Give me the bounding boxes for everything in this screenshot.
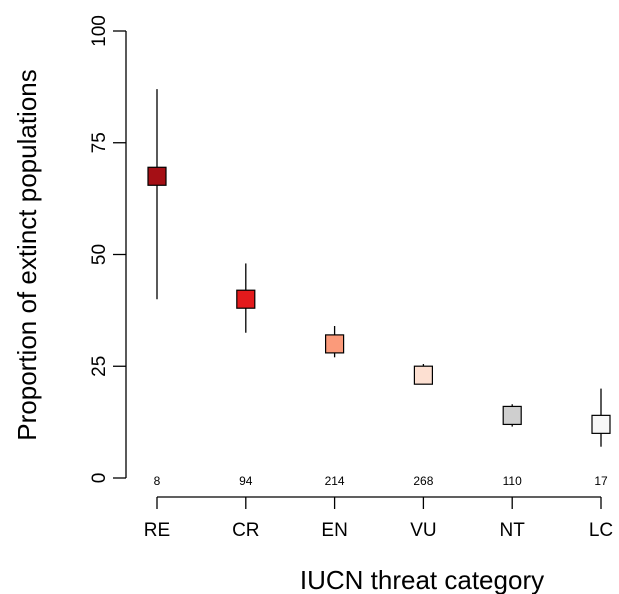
sample-size-label: 94	[239, 474, 253, 488]
x-tick-label-vu: VU	[410, 520, 436, 541]
y-tick-label: 100	[89, 15, 110, 47]
y-tick-label: 50	[89, 244, 110, 265]
sample-size-labels: 8 94 214 268 110 17	[154, 474, 608, 488]
y-tick-label: 75	[89, 132, 110, 153]
y-axis-title: Proportion of extinct populations	[12, 69, 42, 440]
sample-size-label: 110	[503, 474, 522, 488]
y-tick-label: 25	[89, 356, 110, 377]
data-point-en	[325, 334, 345, 354]
data-point-nt	[502, 405, 522, 426]
y-axis-ticks: 0 25 50 75 100	[89, 15, 126, 483]
x-tick-label-nt: NT	[500, 520, 526, 541]
data-markers	[147, 166, 611, 434]
x-axis-ticks: RE CR EN VU NT LC	[144, 497, 613, 541]
sample-size-label: 17	[594, 474, 608, 488]
data-point-re	[147, 166, 167, 186]
sample-size-label: 8	[154, 474, 161, 488]
x-tick-label-re: RE	[144, 520, 170, 541]
data-point-lc	[591, 414, 611, 434]
x-tick-label-cr: CR	[232, 520, 259, 541]
x-tick-label-lc: LC	[589, 520, 613, 541]
sample-size-label: 214	[325, 474, 345, 488]
error-bars	[156, 89, 602, 447]
sample-size-label: 268	[413, 474, 433, 488]
data-point-vu	[413, 365, 433, 385]
y-tick-label: 0	[89, 473, 110, 484]
x-axis-title: IUCN threat category	[300, 565, 544, 594]
data-point-cr	[236, 289, 256, 309]
x-tick-label-en: EN	[321, 520, 347, 541]
